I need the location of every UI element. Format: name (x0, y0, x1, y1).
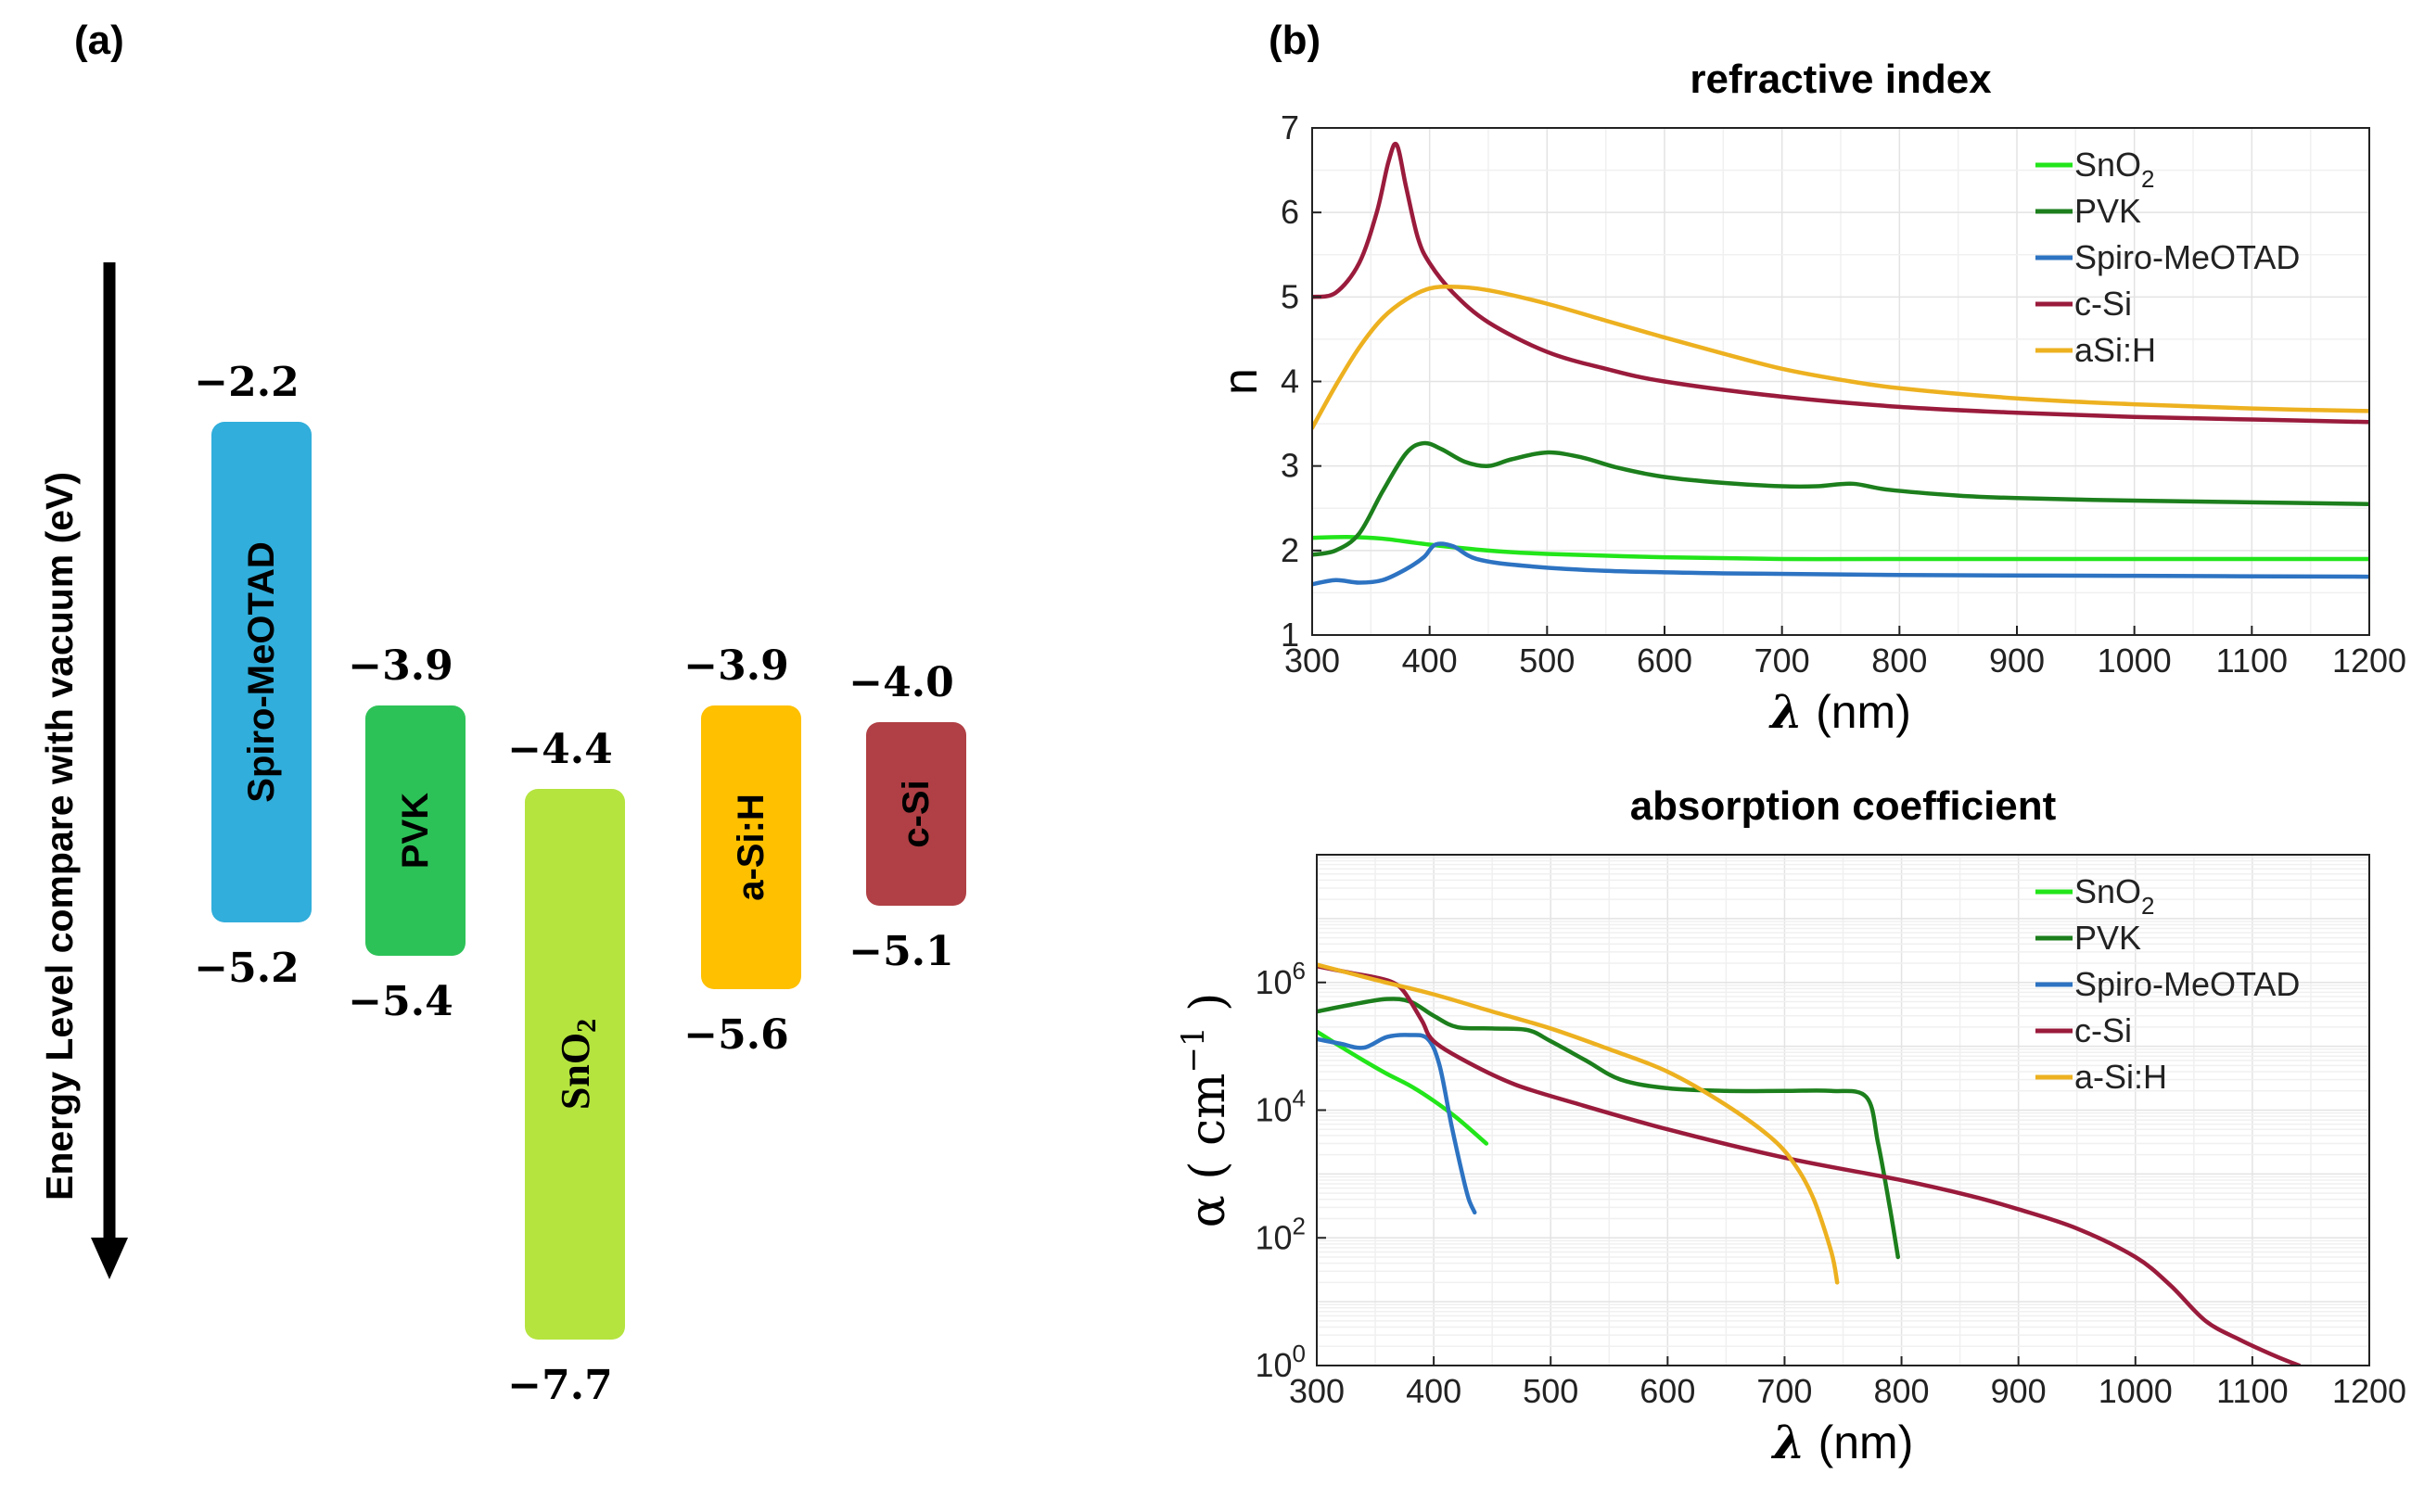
legend-label-asi-h: aSi:H (2074, 331, 2156, 369)
series-lines (1317, 962, 2302, 1366)
legend-label-c-si: c-Si (2074, 1011, 2132, 1049)
x-tick-label: 1000 (2098, 642, 2172, 680)
band-label-sno2: SnO2 (553, 1019, 602, 1110)
series-line-spiro-meotad (1312, 541, 2369, 587)
y-tick-label: 102 (1255, 1212, 1306, 1256)
refractive-index-chart: 300 400 500 600 700 800 900 1000 1100 1200 1 2 3 4 5 6 7… (1214, 57, 2406, 739)
legend-label-spiro-meotad: Spiro-MeOTAD (2074, 238, 2300, 276)
legend-label-a-si-h: a-Si:H (2074, 1058, 2167, 1096)
band-spiro-meotad (211, 422, 312, 922)
x-tick-label: 800 (1874, 1372, 1930, 1410)
y-tick-label: 5 (1281, 277, 1299, 315)
band-top-value-c-si: −4.0 (848, 659, 953, 706)
x-tick-label: 500 (1523, 1372, 1578, 1410)
tick-labels: 300 400 500 600 700 800 900 1000 1100 1200 100 102 1… (1255, 957, 2406, 1410)
tick-labels: 300 400 500 600 700 800 900 1000 1100 1200 1 2 3 4 5 6 7 (1281, 108, 2406, 680)
panel-a-label: (a) (74, 18, 124, 63)
series-line-sno2 (1317, 1029, 1489, 1146)
x-axis-label: λ (nm) (1771, 1415, 1914, 1469)
band-label-spiro-meotad: Spiro-MeOTAD (241, 541, 282, 802)
x-tick-label: 1100 (2216, 1372, 2288, 1410)
x-axis-label: λ (nm) (1768, 684, 1911, 739)
y-tick-label: 3 (1281, 447, 1299, 485)
gridlines (1311, 127, 2370, 636)
legend-label-pvk: PVK (2074, 192, 2141, 230)
band-bottom-value-a-si-h: −5.6 (683, 1011, 788, 1059)
x-tick-label: 300 (1284, 642, 1340, 680)
chart-title: absorption coefficient (1630, 783, 2057, 829)
band-top-value-a-si-h: −3.9 (683, 642, 788, 690)
series-line-spiro-meotad (1317, 1033, 1477, 1215)
y-tick-label: 7 (1281, 108, 1299, 146)
energy-axis-label: Energy Level compare with vacuum (eV) (38, 472, 81, 1201)
x-tick-label: 900 (1989, 642, 2045, 680)
x-tick-label: 800 (1871, 642, 1927, 680)
absorption-coefficient-chart: 300 400 500 600 700 800 900 1000 1100 1200 100 102 1… (1175, 783, 2406, 1469)
x-tick-label: 500 (1519, 642, 1575, 680)
chart-title: refractive index (1690, 57, 1992, 102)
series-line-sno2 (1312, 534, 2369, 562)
band-label-a-si-h: a-Si:H (731, 794, 772, 901)
panel-b-label: (b) (1269, 18, 1320, 63)
band-bottom-value-c-si: −5.1 (848, 928, 953, 975)
x-tick-label: 600 (1637, 642, 1692, 680)
y-tick-label: 2 (1281, 531, 1299, 569)
x-tick-label: 600 (1639, 1372, 1695, 1410)
x-tick-label: 1000 (2099, 1372, 2173, 1410)
band-sno2 (525, 789, 625, 1340)
x-tick-label: 400 (1406, 1372, 1461, 1410)
x-tick-label: 1100 (2216, 642, 2288, 680)
band-bottom-value-pvk: −5.4 (348, 978, 453, 1025)
y-tick-label: 106 (1255, 957, 1306, 1001)
x-tick-label: 900 (1991, 1372, 2047, 1410)
x-tick-label: 700 (1756, 1372, 1812, 1410)
legend-label-sno2: SnO2 (2074, 872, 2155, 920)
series-line-asi-h (1312, 284, 2369, 430)
x-tick-label: 1200 (2332, 642, 2406, 680)
band-top-value-spiro-meotad: −2.2 (194, 359, 299, 406)
band-top-value-pvk: −3.9 (348, 642, 453, 690)
series-line-a-si-h (1317, 962, 1840, 1285)
y-tick-label: 100 (1255, 1340, 1306, 1384)
band-bottom-value-spiro-meotad: −5.2 (194, 945, 299, 992)
series-line-c-si (1312, 141, 2369, 425)
legend-label-c-si: c-Si (2074, 285, 2132, 323)
panel-b-optical-constants: (b) 300 400 500 600 700 800 900 1000 1100 1200123… (1175, 18, 2406, 1469)
y-axis-label: α ( cm−1 ) (1175, 993, 1236, 1228)
y-tick-label: 6 (1281, 193, 1299, 231)
legend-label-pvk: PVK (2074, 919, 2141, 957)
energy-bands: Spiro-MeOTAD −2.2 −5.2 PVK −3.9 −5.4 SnO2 −4.4 −… (194, 359, 966, 1409)
series-line-pvk (1312, 440, 2369, 557)
band-c-si (866, 722, 966, 906)
series-lines (1312, 141, 2369, 587)
panel-a-energy-diagram: (a) Energy Level compare with vacuum (eV… (38, 18, 966, 1409)
x-tick-label: 400 (1402, 642, 1458, 680)
x-tick-label: 1200 (2332, 1372, 2406, 1410)
band-bottom-value-sno2: −7.7 (507, 1362, 612, 1409)
y-tick-label: 1 (1281, 616, 1299, 654)
band-a-si-h (701, 705, 801, 989)
legend-label-sno2: SnO2 (2074, 146, 2155, 193)
band-top-value-sno2: −4.4 (507, 726, 612, 773)
y-axis-label: n (1214, 368, 1268, 395)
y-tick-label: 4 (1281, 362, 1299, 400)
band-label-c-si: c-Si (896, 780, 937, 847)
x-tick-label: 300 (1289, 1372, 1345, 1410)
series-line-c-si (1317, 963, 2302, 1366)
x-tick-label: 700 (1754, 642, 1810, 680)
band-label-pvk: PVK (395, 793, 436, 869)
energy-axis-arrow-head (91, 1238, 128, 1279)
legend-label-spiro-meotad: Spiro-MeOTAD (2074, 965, 2300, 1003)
y-tick-label: 104 (1255, 1085, 1306, 1129)
band-pvk (365, 705, 466, 956)
